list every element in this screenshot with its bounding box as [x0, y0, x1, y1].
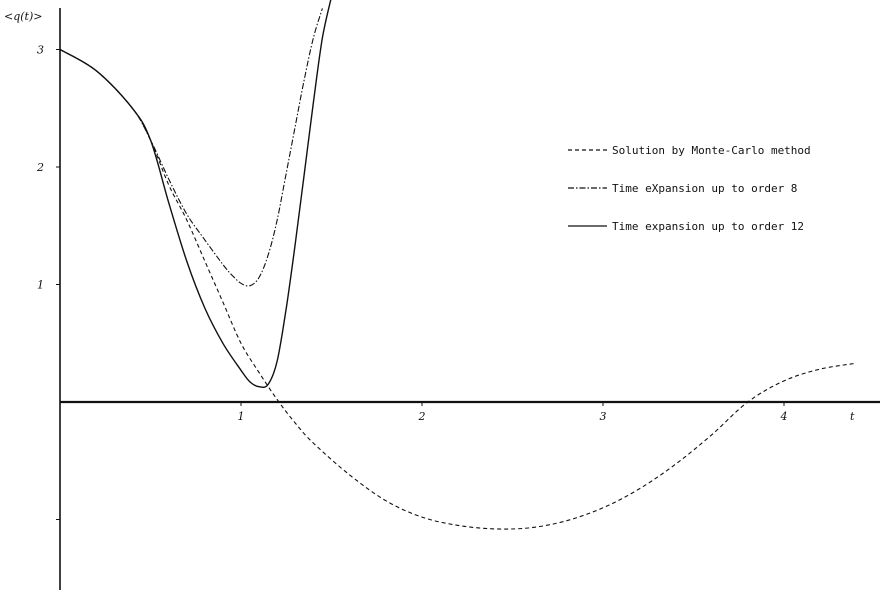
series-layer [60, 0, 857, 530]
legend-label: Time eXpansion up to order 8 [612, 182, 797, 195]
legend: Solution by Monte-Carlo method Time eXpan… [568, 144, 811, 233]
x-tick-label: 1 [238, 410, 245, 423]
series-monte-carlo [60, 49, 857, 530]
ticks-layer: 1 2 3 4 3 2 1 [36, 44, 788, 520]
axes [59, 8, 880, 590]
x-axis-title: t [850, 410, 855, 423]
y-axis-title: <q(t)> [4, 10, 42, 23]
series-order-12 [60, 0, 332, 389]
legend-label: Time expansion up to order 12 [612, 220, 804, 233]
x-tick-label: 3 [600, 410, 607, 423]
series-order-8 [60, 8, 323, 287]
y-tick-label: 1 [37, 279, 44, 292]
x-tick-label: 2 [418, 410, 426, 423]
legend-label: Solution by Monte-Carlo method [612, 144, 811, 157]
y-tick-label: 2 [36, 161, 44, 174]
y-tick-label: 3 [37, 44, 44, 57]
x-tick-label: 4 [780, 410, 788, 423]
